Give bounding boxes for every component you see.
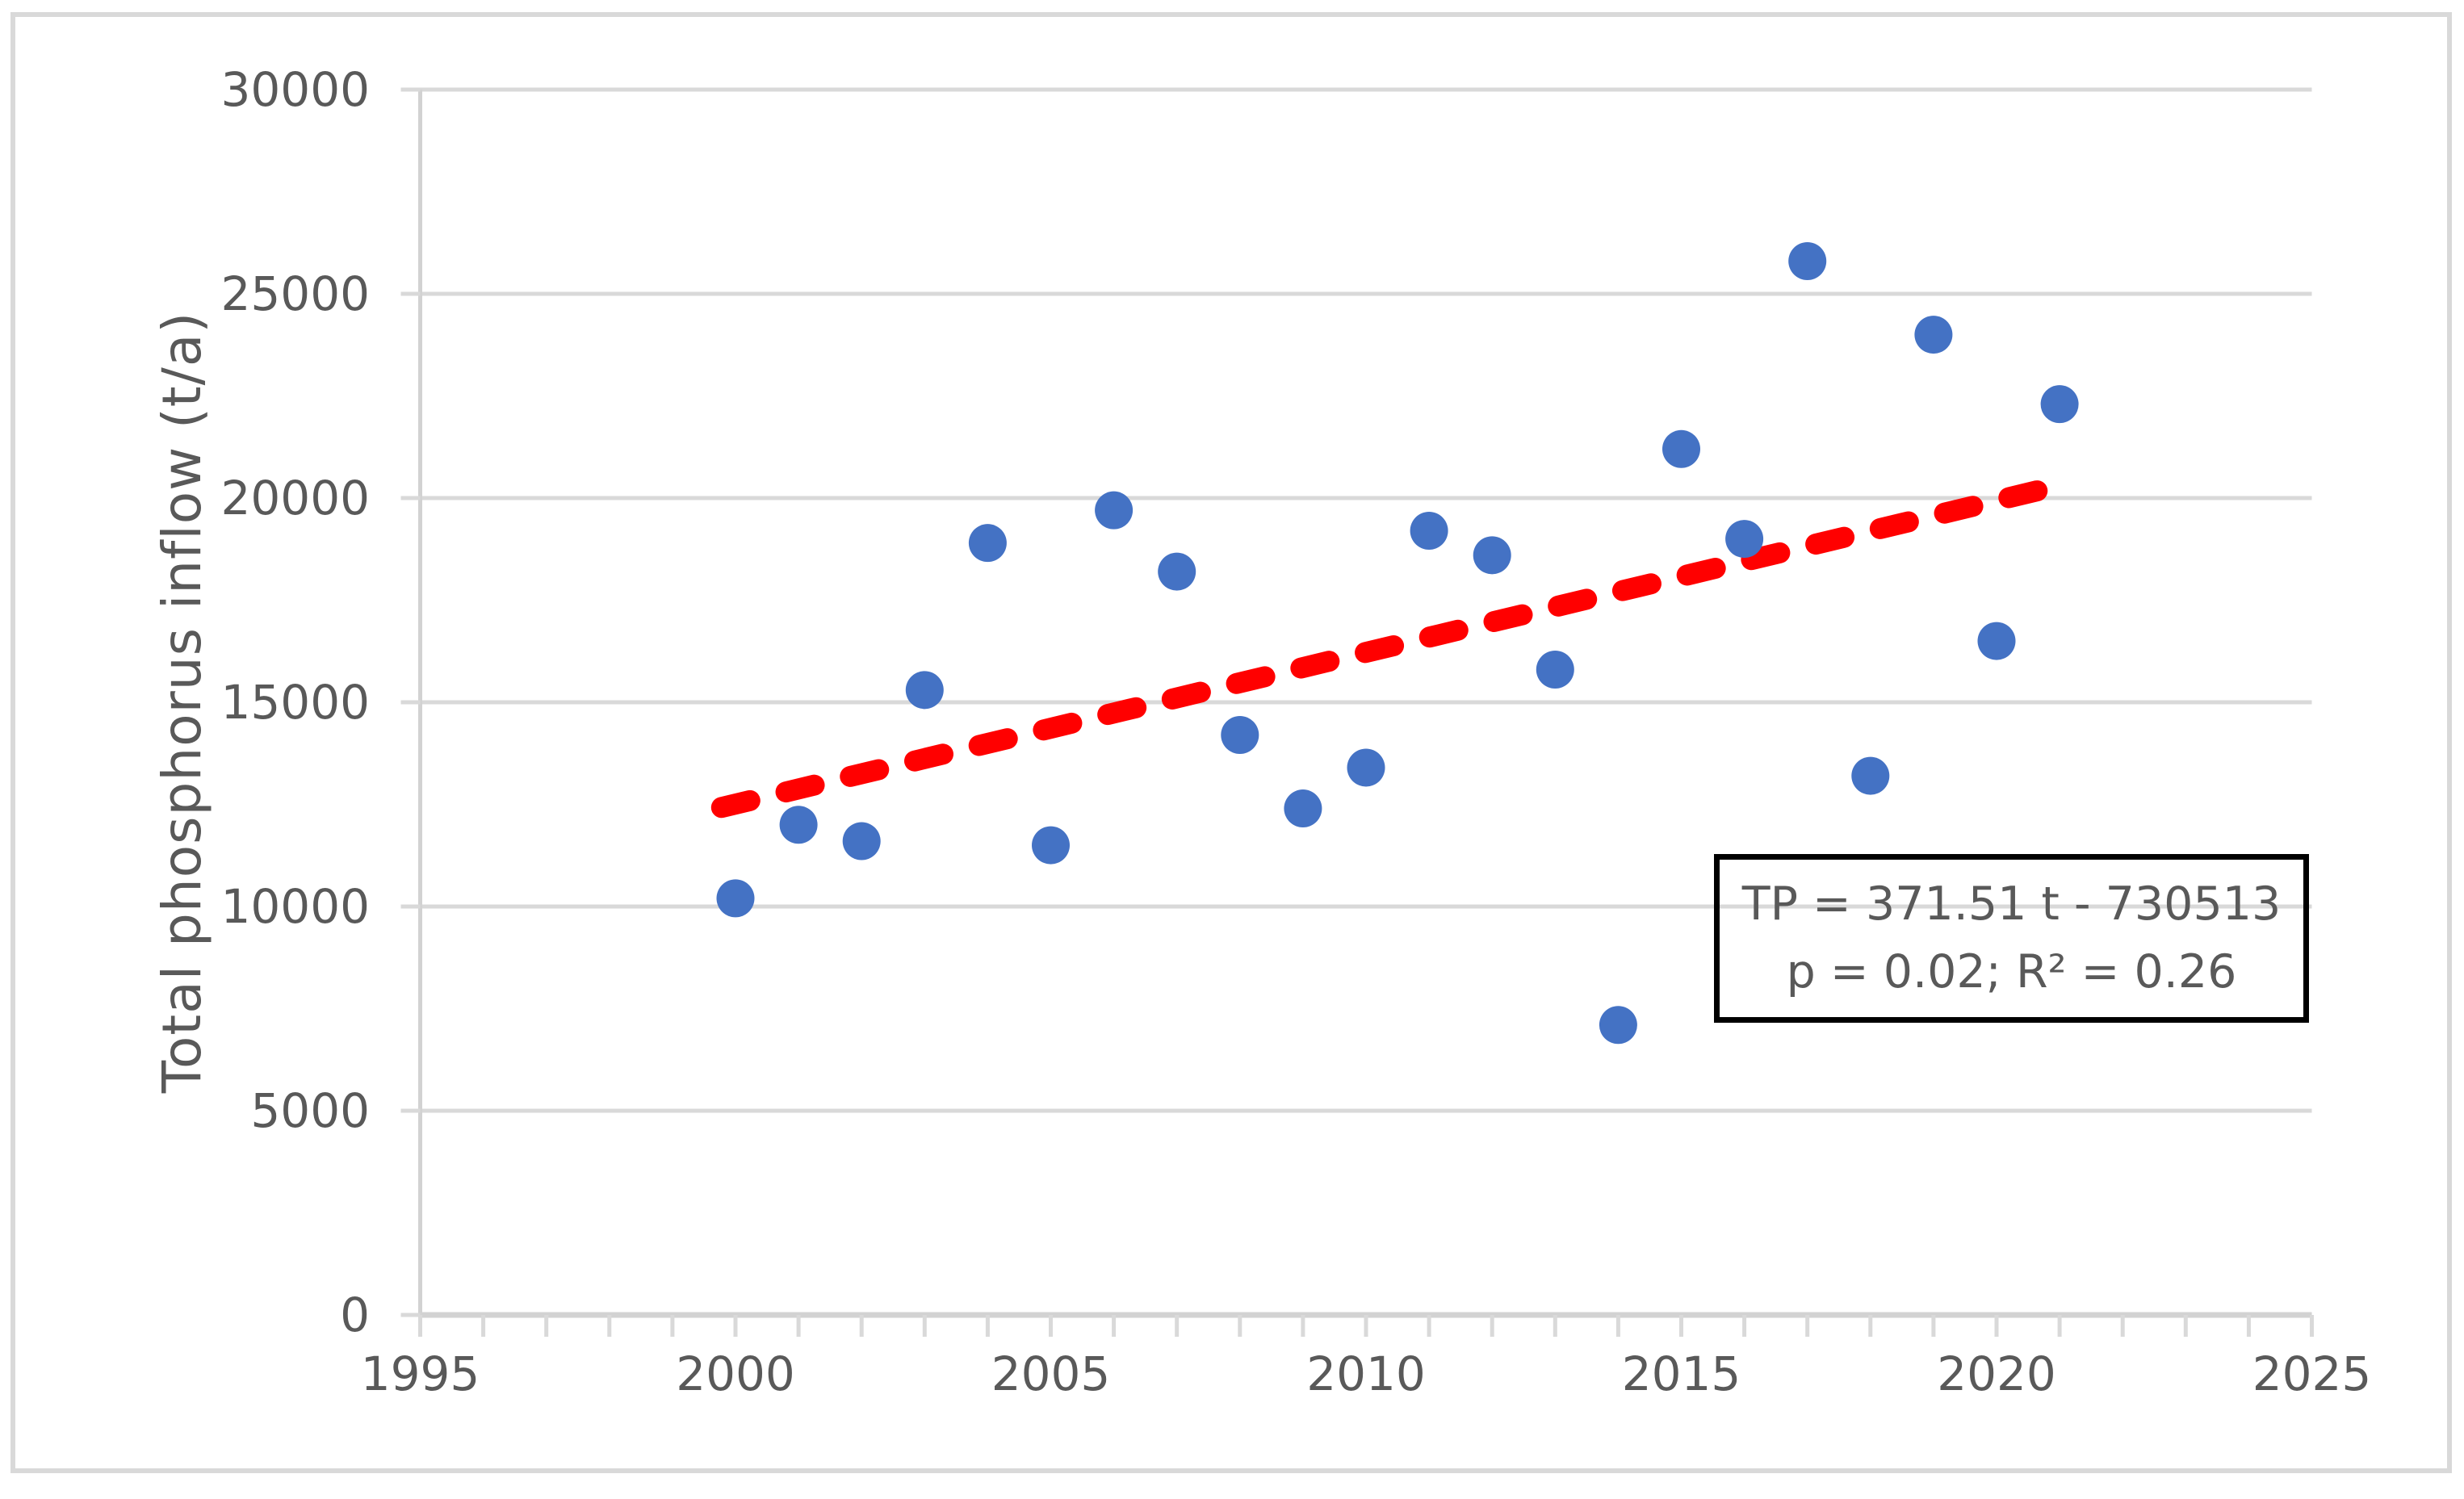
data-point-2006 xyxy=(1095,491,1134,530)
regression-stats: p = 0.02; R² = 0.26 xyxy=(1786,945,2237,999)
x-tick-label-2020: 2020 xyxy=(1937,1346,2056,1401)
data-point-2003 xyxy=(905,671,944,710)
data-point-2016 xyxy=(1725,520,1764,559)
data-point-2014 xyxy=(1599,1006,1637,1045)
x-tick-label-2005: 2005 xyxy=(991,1346,1111,1401)
data-point-2020 xyxy=(1977,622,2016,660)
data-point-2008 xyxy=(1221,715,1259,754)
y-axis-title-text: Total phosphorus inflow (t/a) xyxy=(151,311,213,1094)
x-tick-label-1995: 1995 xyxy=(361,1346,480,1401)
data-point-2009 xyxy=(1284,789,1322,828)
data-point-2019 xyxy=(1914,316,1953,354)
data-point-2005 xyxy=(1032,826,1070,865)
y-tick-label-25000: 25000 xyxy=(220,266,370,321)
trendline xyxy=(710,471,2083,819)
y-tick-label-30000: 30000 xyxy=(220,62,370,117)
data-point-2015 xyxy=(1662,429,1700,468)
y-tick-label-20000: 20000 xyxy=(220,471,370,525)
y-tick-label-5000: 5000 xyxy=(250,1083,370,1138)
data-point-2017 xyxy=(1788,242,1827,281)
data-point-2000 xyxy=(716,879,755,918)
x-tick-label-2025: 2025 xyxy=(2252,1346,2372,1401)
data-point-2021 xyxy=(2040,385,2079,424)
data-point-2011 xyxy=(1410,511,1448,550)
y-tick-label-0: 0 xyxy=(340,1288,370,1342)
x-tick-label-2015: 2015 xyxy=(1622,1346,1741,1401)
data-point-2012 xyxy=(1473,536,1511,575)
x-tick-label-2000: 2000 xyxy=(676,1346,795,1401)
data-point-2013 xyxy=(1536,651,1574,689)
data-point-2001 xyxy=(779,806,818,844)
y-tick-label-10000: 10000 xyxy=(220,879,370,934)
figure-border xyxy=(10,12,2452,1473)
data-point-2004 xyxy=(968,524,1007,563)
regression-equation: TP = 371.51 t - 730513 xyxy=(1741,877,2282,931)
data-point-2002 xyxy=(842,822,881,860)
x-tick-label-2010: 2010 xyxy=(1306,1346,1426,1401)
y-tick-label-15000: 15000 xyxy=(220,675,370,730)
data-point-2010 xyxy=(1347,748,1385,787)
regression-annotation-box: TP = 371.51 t - 730513 p = 0.02; R² = 0.… xyxy=(1714,854,2309,1023)
data-point-2018 xyxy=(1851,756,1890,795)
data-point-2007 xyxy=(1158,552,1196,591)
